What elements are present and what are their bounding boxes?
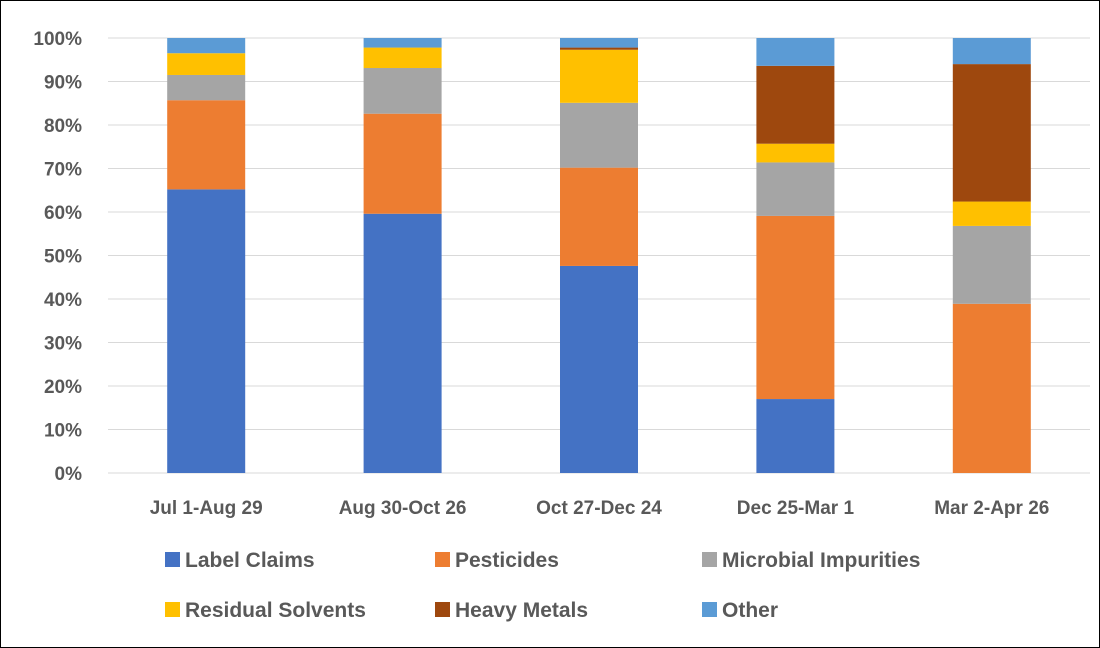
bar-segment-residual-solvents (560, 49, 638, 103)
legend-label: Label Claims (185, 549, 315, 572)
x-axis-categories: Jul 1-Aug 29 Aug 30-Oct 26 Oct 27-Dec 24 De… (150, 498, 1050, 519)
legend: Label Claims Pesticides Microbial Impuriti… (165, 549, 920, 622)
bar-segment-pesticides (756, 215, 835, 400)
legend-swatch (702, 552, 717, 567)
bar-segment-label-claims (756, 399, 835, 473)
bar-segment-microbial-impurities (952, 225, 1031, 304)
bar-segment-residual-solvents (363, 47, 442, 69)
bar-segment-label-claims (560, 265, 638, 473)
bar-segment-heavy-metals (560, 47, 638, 50)
x-category-label: Mar 2-Apr 26 (934, 498, 1049, 519)
bar-segment-pesticides (167, 100, 246, 190)
bar-segment-microbial-impurities (560, 102, 638, 168)
bar-segment-label-claims (167, 189, 246, 473)
bar-segment-heavy-metals (952, 64, 1031, 202)
y-tick-label: 50% (44, 247, 82, 268)
bar-segment-microbial-impurities (756, 162, 835, 216)
bar-segment-residual-solvents (756, 143, 835, 163)
legend-swatch (165, 602, 180, 617)
bar-segment-label-claims (363, 213, 442, 474)
bar-segment-heavy-metals (756, 65, 835, 144)
legend-swatch (435, 602, 450, 617)
y-tick-label: 100% (33, 29, 82, 50)
bar-segment-other (952, 38, 1031, 65)
y-tick-label: 40% (44, 290, 82, 311)
legend-swatch (435, 552, 450, 567)
bar-segment-other (363, 38, 442, 48)
bar-segment-residual-solvents (167, 53, 246, 75)
y-tick-label: 90% (44, 73, 82, 94)
bar-segment-pesticides (952, 303, 1031, 473)
legend-label: Pesticides (455, 549, 559, 572)
legend-swatch (165, 552, 180, 567)
bar-segment-residual-solvents (952, 201, 1031, 226)
x-category-label: Dec 25-Mar 1 (737, 498, 855, 519)
legend-label: Heavy Metals (455, 599, 588, 622)
bar-segment-microbial-impurities (363, 68, 442, 114)
legend-label: Microbial Impurities (722, 549, 920, 572)
legend-label: Other (722, 599, 778, 622)
y-tick-label: 20% (44, 377, 82, 398)
y-tick-label: 30% (44, 334, 82, 355)
y-axis-ticks: 0% 10% 20% 30% 40% 50% 60% 70% 80% 90% 100% (33, 29, 82, 485)
y-tick-label: 80% (44, 116, 82, 137)
y-tick-label: 10% (44, 421, 82, 442)
bar-segment-other (167, 38, 246, 54)
y-tick-label: 60% (44, 203, 82, 224)
y-tick-label: 0% (55, 464, 83, 485)
x-category-label: Oct 27-Dec 24 (536, 498, 662, 519)
x-category-label: Jul 1-Aug 29 (150, 498, 263, 519)
bar-stacks (167, 38, 1031, 474)
y-tick-label: 70% (44, 160, 82, 181)
legend-label: Residual Solvents (185, 599, 366, 622)
x-category-label: Aug 30-Oct 26 (339, 498, 467, 519)
bar-segment-other (756, 38, 835, 66)
bar-segment-microbial-impurities (167, 74, 246, 101)
bar-segment-pesticides (560, 167, 638, 266)
bar-segment-pesticides (363, 113, 442, 214)
bar-segment-other (560, 38, 638, 48)
legend-swatch (702, 602, 717, 617)
